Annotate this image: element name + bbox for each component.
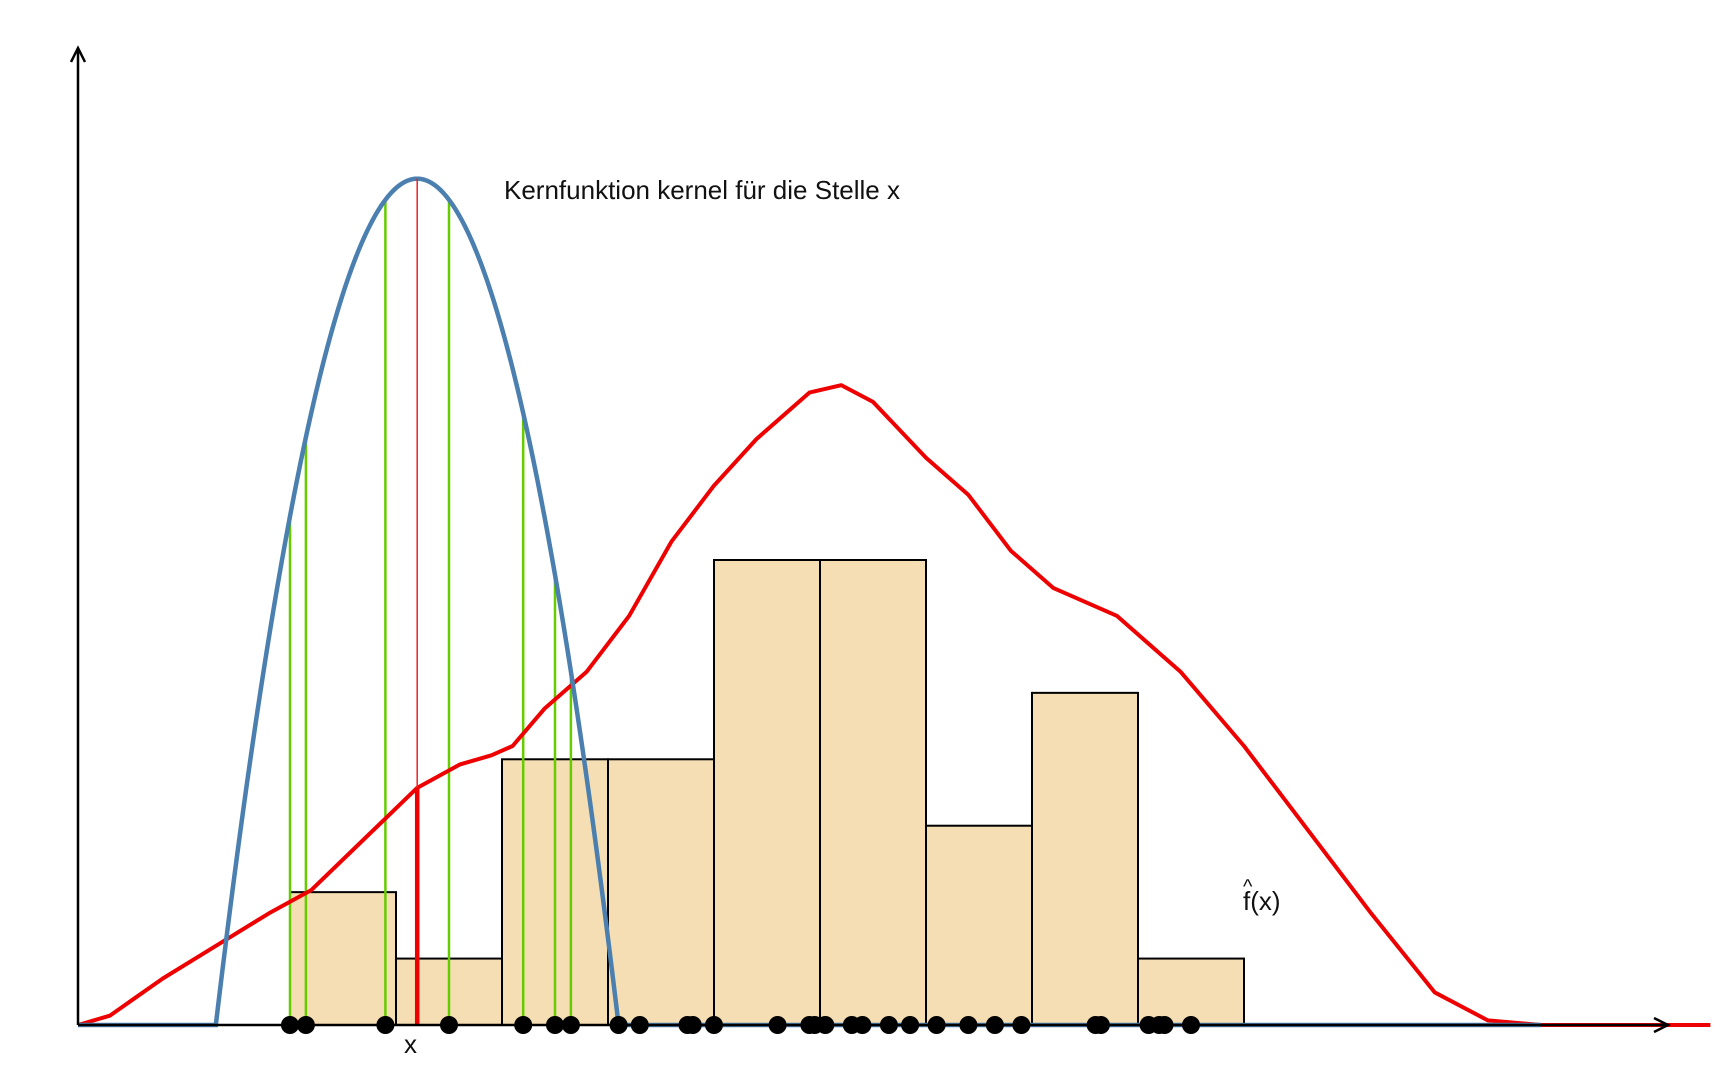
data-point xyxy=(683,1016,702,1034)
kernel-weight-lines xyxy=(288,199,573,1025)
data-point xyxy=(1012,1016,1031,1034)
data-point xyxy=(901,1016,920,1034)
f-hat-label: f(x) xyxy=(1243,886,1281,916)
data-point xyxy=(630,1016,649,1034)
data-point xyxy=(514,1016,533,1034)
histogram-bar xyxy=(925,824,1033,1027)
data-point xyxy=(985,1016,1004,1034)
histogram-bars xyxy=(289,559,1245,1027)
data-point xyxy=(927,1016,946,1034)
data-point xyxy=(1091,1016,1110,1034)
histogram-bar xyxy=(607,758,715,1026)
histogram-bar xyxy=(1031,691,1139,1026)
data-point xyxy=(705,1016,723,1034)
kernel-label: Kernfunktion kernel für die Stelle x xyxy=(504,175,900,205)
data-point xyxy=(609,1016,628,1034)
histogram-bar xyxy=(1137,957,1245,1026)
data-point xyxy=(768,1016,787,1034)
data-point xyxy=(376,1016,395,1034)
data-point xyxy=(816,1016,835,1034)
data-point xyxy=(879,1016,898,1034)
data-point xyxy=(546,1016,564,1034)
data-point xyxy=(281,1016,299,1034)
x-marker-label: x xyxy=(404,1029,417,1059)
f-hat-caret: ^ xyxy=(1243,876,1253,898)
data-point xyxy=(561,1016,580,1034)
data-points xyxy=(281,1016,1200,1034)
histogram-bar xyxy=(819,559,927,1026)
data-point xyxy=(853,1016,872,1034)
histogram-bar xyxy=(289,891,397,1027)
data-point xyxy=(296,1016,315,1034)
histogram-bar xyxy=(713,559,821,1026)
kde-curve xyxy=(77,383,1711,1027)
data-point xyxy=(440,1016,458,1034)
data-point xyxy=(1182,1016,1200,1034)
data-point xyxy=(1155,1016,1174,1034)
data-point xyxy=(959,1016,978,1034)
